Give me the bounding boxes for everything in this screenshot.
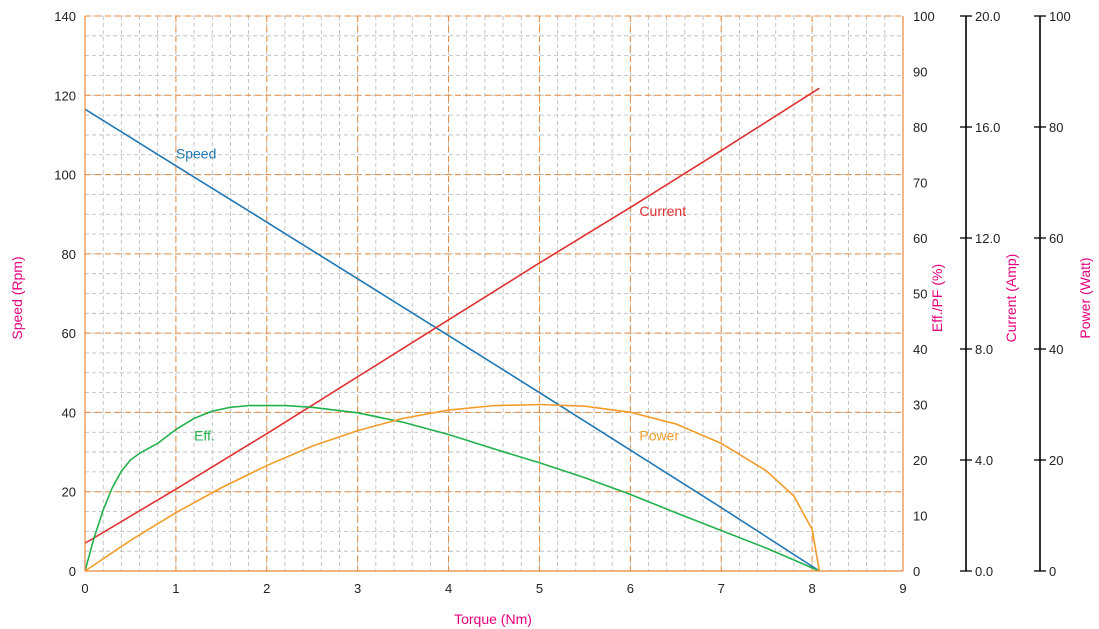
x-tick-label: 5: [536, 581, 543, 596]
eff-tick-label: 30: [913, 398, 927, 413]
current-tick-label: 12.0: [975, 231, 1000, 246]
x-tick-label: 0: [81, 581, 88, 596]
x-tick-label: 4: [445, 581, 452, 596]
x-tick-label: 9: [899, 581, 906, 596]
x-tick-label: 1: [172, 581, 179, 596]
eff-tick-label: 70: [913, 176, 927, 191]
current-tick-label: 16.0: [975, 120, 1000, 135]
eff-tick-label: 100: [913, 9, 935, 24]
speed-tick-label: 40: [62, 405, 76, 420]
current-tick-label: 0.0: [975, 564, 993, 579]
x-tick-label: 3: [354, 581, 361, 596]
speed-tick-label: 120: [54, 88, 76, 103]
eff-tick-label: 10: [913, 509, 927, 524]
power-curve: [84, 403, 821, 572]
speed-tick-label: 20: [62, 485, 76, 500]
current-tick-label: 4.0: [975, 453, 993, 468]
current-tick-label: 8.0: [975, 342, 993, 357]
power-curve-label: Power: [639, 428, 679, 444]
current-curve-label: Current: [639, 203, 686, 219]
power-tick-label: 60: [1049, 231, 1063, 246]
power-tick-label: 80: [1049, 120, 1063, 135]
eff-tick-label: 80: [913, 120, 927, 135]
eff-curve-label: Eff.: [194, 428, 215, 444]
eff-tick-label: 20: [913, 453, 927, 468]
axes: 0 1 2 3 4 5 6 7 8 9020406080100120140010203040506…: [54, 9, 1070, 596]
current-curve: [84, 87, 820, 544]
x-tick-label: 7: [718, 581, 725, 596]
power-axis-title: Power (Watt): [1077, 257, 1093, 338]
x-tick-label: 6: [627, 581, 634, 596]
current-axis-title: Current (Amp): [1003, 254, 1019, 343]
current-tick-label: 20.0: [975, 9, 1000, 24]
eff-tick-label: 0: [913, 564, 920, 579]
power-tick-label: 0: [1049, 564, 1056, 579]
eff-tick-label: 60: [913, 231, 927, 246]
eff-tick-label: 40: [913, 342, 927, 357]
power-tick-label: 20: [1049, 453, 1063, 468]
x-tick-label: 2: [263, 581, 270, 596]
speed-axis-title: Speed (Rpm): [9, 256, 25, 339]
eff-axis-title: Eff./PF (%): [929, 264, 945, 332]
speed-tick-label: 140: [54, 9, 76, 24]
curves: Speed Current Eff. Power: [84, 87, 821, 572]
power-tick-label: 40: [1049, 342, 1063, 357]
grid: [84, 15, 904, 572]
eff-tick-label: 90: [913, 65, 927, 80]
speed-curve-label: Speed: [176, 146, 216, 162]
speed-tick-label: 100: [54, 168, 76, 183]
eff-tick-label: 50: [913, 287, 927, 302]
speed-curve: [84, 108, 820, 572]
speed-tick-label: 60: [62, 326, 76, 341]
power-tick-label: 100: [1049, 9, 1071, 24]
x-axis-title: Torque (Nm): [454, 611, 532, 627]
speed-tick-label: 80: [62, 247, 76, 262]
speed-tick-label: 0: [69, 564, 76, 579]
eff-curve: [84, 404, 820, 572]
x-tick-label: 8: [808, 581, 815, 596]
